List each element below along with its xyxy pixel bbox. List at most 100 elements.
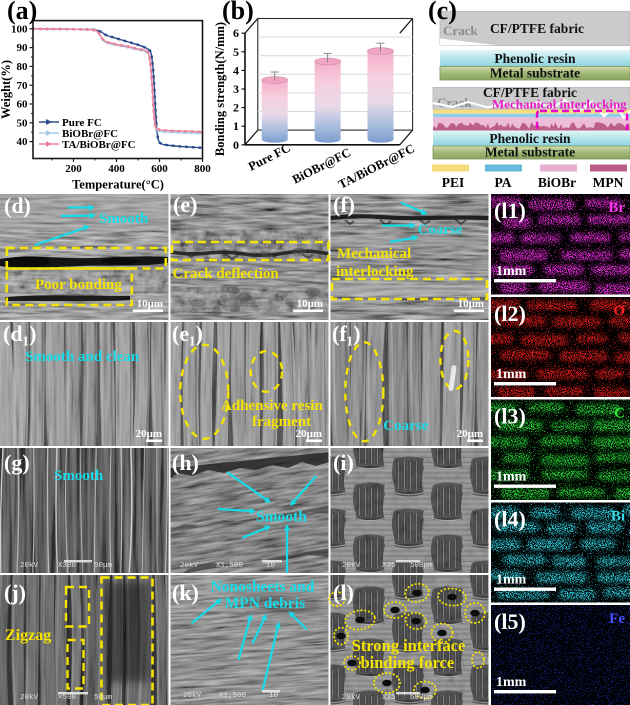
svg-text:60: 60 (17, 99, 29, 111)
svg-text:(l): (l) (333, 580, 354, 605)
svg-text:90: 90 (17, 42, 29, 54)
svg-text:interlocking: interlocking (336, 264, 414, 280)
svg-text:(d): (d) (4, 193, 31, 218)
svg-text:10: 10 (269, 692, 279, 700)
svg-text:1: 1 (233, 119, 239, 133)
svg-text:0: 0 (233, 138, 239, 152)
svg-text:10: 10 (266, 562, 276, 570)
svg-text:50: 50 (17, 117, 29, 129)
svg-text:×500: ×500 (58, 694, 77, 702)
svg-text:C: C (614, 406, 625, 422)
svg-text:5: 5 (233, 45, 239, 59)
svg-text:500μm: 500μm (410, 562, 433, 570)
svg-text:Weight(%): Weight(%) (0, 60, 13, 119)
svg-text:3: 3 (233, 82, 239, 96)
svg-text:MPN: MPN (593, 175, 624, 190)
svg-text:X1,500: X1,500 (219, 692, 247, 700)
svg-text:(b): (b) (222, 0, 254, 25)
svg-text:800: 800 (194, 163, 211, 175)
svg-text:(l4): (l4) (494, 507, 526, 532)
svg-text:Crack: Crack (443, 23, 478, 38)
svg-text:Mechanical interlocking: Mechanical interlocking (492, 97, 627, 112)
svg-text:10μm: 10μm (137, 298, 163, 310)
svg-text:20kV: 20kV (180, 562, 199, 570)
svg-text:X35: X35 (382, 562, 396, 570)
svg-text:(k): (k) (172, 580, 199, 605)
svg-text:Poor bonding: Poor bonding (35, 277, 122, 293)
svg-text:PA: PA (495, 175, 512, 190)
svg-text:CF/PTFE fabric: CF/PTFE fabric (490, 21, 584, 36)
svg-text:Coarse: Coarse (383, 418, 428, 434)
svg-text:(j): (j) (4, 580, 26, 605)
svg-text:Phenolic resin: Phenolic resin (489, 131, 571, 146)
svg-text:binding force: binding force (361, 653, 455, 672)
svg-text:Metal substrate: Metal substrate (490, 66, 580, 81)
svg-text:Smooth: Smooth (99, 211, 149, 227)
svg-text:40: 40 (17, 136, 29, 148)
svg-text:2: 2 (233, 101, 239, 115)
svg-text:20μm: 20μm (296, 428, 322, 440)
svg-text:(g): (g) (4, 450, 30, 475)
svg-text:1mm: 1mm (496, 264, 527, 279)
svg-text:10μm: 10μm (458, 298, 484, 310)
svg-text:20kV: 20kV (183, 692, 202, 700)
svg-text:Strong interface: Strong interface (352, 636, 466, 655)
svg-text:Bonding strength(N/mm): Bonding strength(N/mm) (213, 22, 227, 156)
svg-text:20kV: 20kV (20, 562, 39, 570)
svg-text:Phenolic resin: Phenolic resin (494, 51, 576, 66)
svg-text:CF/PTFE fabric: CF/PTFE fabric (483, 85, 577, 100)
svg-text:Smooth: Smooth (54, 468, 104, 484)
svg-text:400: 400 (108, 163, 125, 175)
svg-text:(f): (f) (333, 192, 355, 217)
svg-text:50μm: 50μm (94, 562, 113, 570)
svg-text:MPN debris: MPN debris (225, 595, 306, 612)
svg-text:20kV: 20kV (342, 694, 361, 702)
svg-text:20kV: 20kV (20, 694, 39, 702)
svg-text:BiOBr: BiOBr (538, 175, 576, 190)
svg-text:1mm: 1mm (496, 367, 527, 382)
svg-text:X35: X35 (382, 694, 396, 702)
svg-text:Crack deflection: Crack deflection (173, 266, 280, 282)
svg-text:PEI: PEI (442, 175, 465, 190)
svg-text:X1,500: X1,500 (216, 562, 244, 570)
svg-text:1mm: 1mm (496, 470, 527, 485)
svg-text:(l1): (l1) (494, 198, 526, 223)
svg-text:1mm: 1mm (496, 675, 527, 690)
svg-text:(a): (a) (7, 0, 37, 25)
svg-text:Mechanical: Mechanical (337, 246, 411, 262)
svg-text:Adhensive resin: Adhensive resin (221, 398, 323, 414)
svg-text:70: 70 (17, 80, 29, 92)
svg-text:1mm: 1mm (496, 573, 527, 588)
svg-text:Smooth: Smooth (256, 509, 307, 526)
svg-text:(l2): (l2) (494, 301, 526, 326)
svg-text:Br: Br (608, 200, 625, 216)
svg-text:(f₁): (f₁) (332, 321, 361, 346)
svg-text:10μm: 10μm (297, 298, 323, 310)
svg-text:BiOBr@FC: BiOBr@FC (62, 128, 118, 140)
svg-text:(d₁): (d₁) (3, 321, 36, 346)
svg-text:500μm: 500μm (410, 694, 433, 702)
svg-text:20μm: 20μm (457, 428, 483, 440)
svg-text:(e): (e) (173, 192, 197, 217)
svg-text:O: O (613, 303, 625, 319)
svg-text:Metal substrate: Metal substrate (485, 145, 575, 160)
svg-text:Bi: Bi (611, 509, 625, 525)
svg-text:Fe: Fe (609, 611, 625, 627)
svg-text:(l5): (l5) (494, 609, 526, 634)
svg-text:X300: X300 (58, 562, 77, 570)
svg-text:(c): (c) (428, 0, 457, 25)
svg-text:(e₁): (e₁) (172, 321, 203, 346)
svg-text:600: 600 (151, 163, 168, 175)
svg-text:Nonosheets and: Nonosheets and (211, 579, 315, 596)
svg-text:80: 80 (17, 61, 29, 73)
svg-text:20kV: 20kV (342, 562, 361, 570)
svg-text:fragment: fragment (252, 414, 311, 430)
svg-text:Pure FC: Pure FC (62, 117, 102, 129)
svg-text:50μm: 50μm (94, 694, 113, 702)
svg-text:6: 6 (233, 26, 239, 40)
svg-text:(i): (i) (333, 450, 354, 475)
svg-text:TA/BiOBr@FC: TA/BiOBr@FC (62, 139, 136, 151)
svg-text:Temperature(°C): Temperature(°C) (72, 178, 164, 192)
svg-text:100: 100 (11, 23, 28, 35)
svg-text:Zigzag: Zigzag (5, 627, 51, 644)
